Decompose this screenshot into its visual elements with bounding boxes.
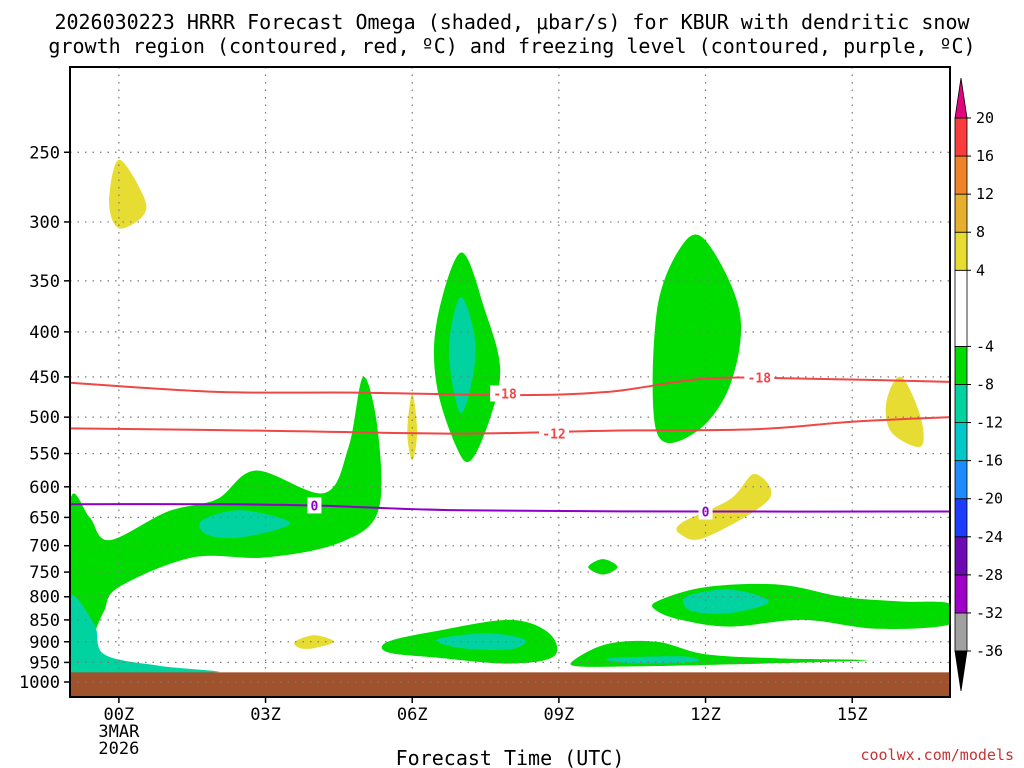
y-tick-label: 750 [29, 563, 60, 583]
colorbar-label: 4 [976, 261, 985, 279]
plot-area: -18 -18 -12 0 0 250 300 350 400 450 500 550 600 650 70… [19, 66, 951, 759]
y-tick-label: 250 [29, 143, 60, 163]
x-tick-label: 15Z [837, 705, 868, 725]
zero-isotherm-label: 0 [311, 499, 319, 514]
colorbar-label: 16 [976, 147, 994, 165]
nearsurface-upward-motion [70, 595, 220, 679]
weak-downward-cell-06z [407, 393, 418, 461]
colorbar-segment [954, 117, 968, 157]
chart-title-line-1: 2026030223 HRRR Forecast Omega (shaded, … [54, 10, 970, 34]
y-tick-label: 600 [29, 478, 60, 498]
colorbar-label: -8 [976, 376, 994, 394]
zero-isotherm-label-bg [307, 497, 322, 514]
minus-12-isotherm [69, 416, 951, 435]
colorbar-segment [954, 498, 968, 538]
colorbar-label: 12 [976, 185, 994, 203]
x-axis-label: Forecast Time (UTC) [396, 746, 625, 768]
y-tick-label: 300 [29, 213, 60, 233]
midlevel-upward-column-07z-core [448, 296, 476, 414]
minus-18-isotherm-label-bg [490, 385, 521, 402]
y-tick-label: 1000 [19, 673, 60, 693]
x-tick-label: 06Z [397, 705, 428, 725]
y-tick-label: 650 [29, 508, 60, 528]
small-upward-cell-10z [588, 559, 618, 575]
colorbar-label: -28 [976, 566, 1003, 584]
colorbar-segment [954, 155, 968, 195]
y-tick-label: 850 [29, 611, 60, 631]
colorbar-label: 8 [976, 223, 985, 241]
lowlevel-upward-motion-13z-core [682, 589, 770, 614]
colorbar-segment [954, 460, 968, 500]
weak-downward-cell-12z [676, 473, 772, 540]
colorbar-segment [954, 422, 968, 462]
weak-downward-cell-16z [885, 376, 924, 447]
lowlevel-upward-motion-core [199, 510, 290, 539]
colorbar-segment [954, 346, 968, 385]
colorbar-top-arrow [954, 77, 968, 119]
nearsurface-upward-motion-11z-core [605, 656, 700, 664]
midlevel-upward-column-12z [652, 234, 742, 443]
plot-frame [69, 66, 951, 698]
y-tick-label: 550 [29, 445, 60, 465]
y-tick-label: 500 [29, 408, 60, 428]
colorbar-label: -4 [976, 337, 994, 355]
weak-downward-cell-00z-300mb [109, 159, 147, 229]
y-tick-label: 900 [29, 633, 60, 653]
x-date-label: 2026 [98, 739, 139, 759]
colorbar-segment [954, 384, 968, 423]
omega-shading [70, 159, 950, 680]
y-tick-label: 700 [29, 537, 60, 557]
minus-18-isotherm-label-bg [744, 369, 775, 386]
colorbar-bottom-arrow [954, 650, 968, 692]
y-tick-label: 350 [29, 272, 60, 292]
x-tick-label: 12Z [690, 705, 721, 725]
colorbar-label: 20 [976, 109, 994, 127]
minus-12-isotherm-label-bg [539, 425, 569, 442]
minus-18-isotherm [69, 376, 951, 397]
zero-isotherm-label-bg [698, 503, 713, 520]
colorbar-segment [954, 269, 968, 347]
colorbar: 20 16 12 8 4 -4 -8 -12 -16 -20 -24 -28 -32 -36 [954, 77, 1003, 692]
x-tick-label: 09Z [544, 705, 575, 725]
minus-18-isotherm-label: -18 [493, 387, 517, 402]
credit-watermark: coolwx.com/models [860, 746, 1014, 764]
colorbar-segment [954, 612, 968, 652]
y-tick-label: 450 [29, 368, 60, 388]
surface-terrain [70, 672, 950, 697]
minus-18-isotherm-label: -18 [748, 372, 772, 387]
colorbar-label: -20 [976, 490, 1003, 508]
colorbar-label: -12 [976, 414, 1003, 432]
y-tick-label: 400 [29, 323, 60, 343]
colorbar-segment [954, 536, 968, 576]
colorbar-label: -24 [976, 528, 1003, 546]
weak-downward-cell-04z [294, 635, 334, 649]
x-tick-label: 00Z [104, 705, 135, 725]
lowlevel-upward-motion-08z-core [436, 633, 526, 650]
x-tick-label: 03Z [250, 705, 281, 725]
colorbar-segment [954, 231, 968, 271]
colorbar-label: -32 [976, 604, 1003, 622]
zero-isotherm [69, 503, 951, 513]
y-tick-label: 800 [29, 588, 60, 608]
colorbar-segment [954, 193, 968, 233]
minus-12-isotherm-label: -12 [542, 428, 565, 443]
colorbar-segment [954, 574, 968, 614]
x-date-label: 3MAR [98, 722, 140, 742]
colorbar-label: -36 [976, 642, 1003, 660]
zero-isotherm-label: 0 [702, 505, 710, 520]
colorbar-label: -16 [976, 452, 1003, 470]
y-tick-label: 950 [29, 653, 60, 673]
chart-title-line-2: growth region (contoured, red, ºC) and f… [48, 34, 975, 58]
